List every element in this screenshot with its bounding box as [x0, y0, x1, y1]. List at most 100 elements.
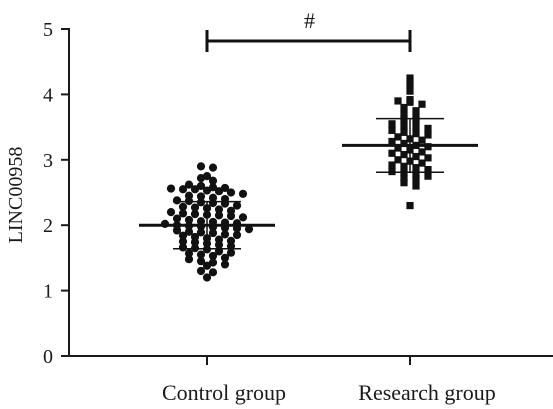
control-point — [214, 187, 224, 196]
control-point — [184, 255, 194, 264]
research-point — [412, 164, 420, 172]
research-point — [388, 149, 396, 157]
control-point — [226, 248, 236, 257]
research-point — [394, 133, 402, 141]
research-point — [394, 156, 402, 164]
control-point — [190, 203, 200, 212]
research-point — [406, 74, 414, 82]
control-point — [220, 253, 230, 262]
research-point — [412, 175, 420, 184]
control-point — [208, 268, 218, 277]
control-point — [226, 236, 236, 245]
research-point — [400, 150, 408, 159]
control-point — [196, 228, 206, 237]
y-tick-label: 5 — [43, 19, 53, 41]
research-point — [400, 162, 408, 170]
control-point — [232, 230, 242, 240]
control-point — [178, 202, 188, 211]
control-point — [190, 209, 200, 219]
control-point — [208, 251, 218, 261]
research-point — [424, 166, 432, 174]
control-point — [208, 183, 218, 192]
control-point — [196, 266, 206, 276]
research-point — [424, 131, 432, 139]
control-point — [220, 183, 230, 193]
research-point — [388, 120, 396, 128]
control-point — [214, 205, 224, 214]
control-point — [184, 180, 194, 189]
significance-label: # — [304, 8, 315, 33]
research-point — [400, 122, 408, 130]
control-point — [166, 208, 176, 217]
control-point — [178, 185, 188, 194]
research-point — [406, 201, 414, 210]
control-point — [196, 181, 206, 191]
research-point — [412, 123, 420, 131]
control-point — [196, 257, 206, 266]
research-point — [424, 154, 432, 162]
research-point — [418, 148, 426, 156]
x-tick-label: Control group — [162, 380, 286, 405]
control-point — [202, 261, 212, 270]
control-point — [196, 217, 206, 226]
control-point — [172, 214, 182, 223]
research-point — [394, 144, 402, 152]
research-point — [418, 136, 426, 144]
research-point — [388, 161, 396, 169]
research-point — [424, 124, 432, 133]
research-point — [418, 159, 426, 167]
control-point — [184, 215, 194, 225]
control-point — [184, 227, 194, 236]
research-point — [400, 128, 408, 136]
y-tick-label: 0 — [43, 346, 53, 368]
control-point — [178, 231, 188, 240]
research-point — [388, 126, 396, 134]
control-point — [190, 185, 200, 194]
control-point — [238, 189, 248, 198]
control-point — [208, 258, 218, 267]
research-point — [424, 172, 432, 180]
research-point — [406, 87, 414, 95]
control-point — [178, 209, 188, 218]
control-point — [220, 230, 230, 239]
control-point — [190, 232, 200, 242]
axes: 0 1 2 3 4 5 Control group Research group — [43, 19, 553, 405]
y-tick-label: 4 — [43, 84, 53, 106]
control-point — [166, 184, 176, 193]
control-point — [226, 188, 236, 197]
control-point — [208, 193, 218, 202]
control-point — [172, 196, 182, 205]
control-point — [214, 211, 224, 220]
control-point — [208, 228, 218, 238]
control-point — [196, 250, 206, 259]
research-point — [406, 96, 414, 104]
control-point — [202, 273, 212, 282]
control-point — [220, 260, 230, 269]
y-axis-label: LINC00958 — [5, 147, 27, 244]
control-point — [226, 206, 236, 215]
control-point — [178, 237, 188, 246]
research-point — [412, 152, 420, 161]
significance-bracket: # — [205, 8, 412, 52]
research-point — [400, 139, 408, 148]
control-point — [202, 186, 212, 195]
research-point — [412, 170, 420, 178]
research-point — [388, 137, 396, 146]
research-point — [412, 130, 420, 138]
x-tick-label: Research group — [358, 380, 495, 405]
data-points — [160, 74, 432, 282]
control-point — [184, 191, 194, 200]
research-point — [406, 80, 414, 89]
mean-sd-bars — [139, 117, 478, 250]
control-point — [208, 163, 218, 172]
control-point — [184, 249, 194, 258]
control-point — [238, 213, 248, 222]
research-point — [412, 182, 420, 190]
research-point — [418, 100, 426, 108]
control-point — [202, 172, 212, 181]
research-point — [412, 107, 420, 115]
control-point — [196, 192, 206, 201]
research-point — [394, 97, 402, 105]
control-point — [244, 225, 254, 234]
